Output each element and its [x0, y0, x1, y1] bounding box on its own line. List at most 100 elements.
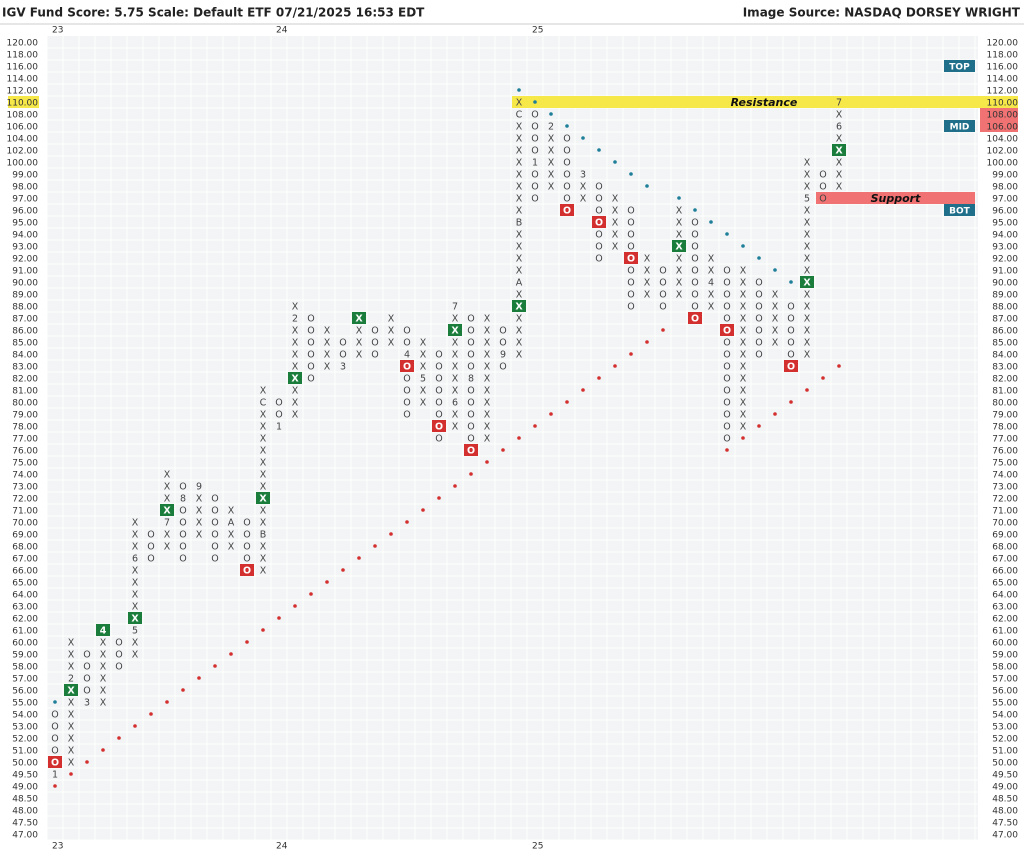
box: O: [179, 542, 186, 553]
y-tick-label: 80.00: [12, 399, 38, 409]
box: O: [723, 434, 730, 445]
box: X: [484, 422, 491, 433]
box: X: [836, 134, 843, 145]
y-tick-label: 100.00: [7, 159, 39, 169]
box: X: [324, 326, 331, 337]
box: X: [740, 362, 747, 373]
signal-text: 4: [100, 626, 107, 637]
signal-box: [64, 684, 78, 696]
y-tick-label: 60.00: [12, 639, 38, 649]
box: X: [164, 542, 171, 553]
y-tick-label: 73.00: [12, 483, 38, 493]
signal-text: O: [243, 566, 251, 577]
box: O: [755, 314, 762, 325]
box: O: [595, 242, 602, 253]
box: O: [467, 362, 474, 373]
trend-dot: [245, 640, 249, 644]
box: O: [243, 518, 250, 529]
trend-dot: [309, 592, 313, 596]
trend-dot: [437, 496, 441, 500]
box: X: [164, 470, 171, 481]
trend-dot: [277, 616, 281, 620]
box: X: [772, 326, 779, 337]
y-tick-label: 120.00: [7, 39, 39, 49]
box: O: [499, 362, 506, 373]
box: X: [356, 338, 363, 349]
box: X: [708, 302, 715, 313]
trend-dot: [117, 736, 121, 740]
y-tick-label: 78.00: [12, 423, 38, 433]
box: O: [307, 350, 314, 361]
box: O: [115, 662, 122, 673]
box: O: [723, 362, 730, 373]
month-marker: 3: [580, 170, 586, 181]
signal-box: [784, 360, 798, 372]
y-tick-label: 59.00: [992, 651, 1018, 661]
box: O: [787, 326, 794, 337]
y-tick-label: 74.00: [992, 471, 1018, 481]
box: O: [307, 374, 314, 385]
box: O: [723, 422, 730, 433]
box: O: [467, 338, 474, 349]
y-tick-label: 108.00: [987, 111, 1019, 121]
month-marker: 2: [292, 314, 298, 325]
signal-box: [592, 216, 606, 228]
trend-dot: [389, 532, 393, 536]
box: O: [115, 650, 122, 661]
box: X: [516, 134, 523, 145]
box: X: [484, 398, 491, 409]
box: O: [243, 554, 250, 565]
trend-dot: [213, 664, 217, 668]
box: X: [804, 230, 811, 241]
box: X: [516, 194, 523, 205]
box: X: [452, 374, 459, 385]
box: O: [595, 182, 602, 193]
y-tick-label: 56.00: [992, 687, 1018, 697]
box: O: [403, 398, 410, 409]
trend-dot: [837, 364, 841, 368]
box: X: [260, 386, 267, 397]
box: X: [292, 362, 299, 373]
y-tick-label: 106.00: [7, 123, 39, 133]
box: O: [51, 746, 58, 757]
y-tick-label: 110.00: [7, 99, 39, 109]
box: X: [132, 638, 139, 649]
trend-dot: [85, 760, 89, 764]
trend-dot: [741, 244, 745, 248]
box: X: [484, 314, 491, 325]
axis-highlight: [980, 108, 1018, 120]
month-marker: 1: [532, 158, 538, 169]
box: O: [339, 338, 346, 349]
y-tick-label: 70.00: [12, 519, 38, 529]
box: X: [68, 662, 75, 673]
y-tick-label: 100.00: [987, 159, 1019, 169]
box: O: [467, 386, 474, 397]
box: X: [740, 398, 747, 409]
box: X: [324, 338, 331, 349]
box: X: [388, 314, 395, 325]
box: X: [68, 710, 75, 721]
y-tick-label: 50.00: [992, 759, 1018, 769]
box: X: [516, 254, 523, 265]
y-tick-label: 91.00: [992, 267, 1018, 277]
box: O: [83, 662, 90, 673]
y-tick-label: 56.00: [12, 687, 38, 697]
y-tick-label: 64.00: [12, 591, 38, 601]
y-tick-label: 65.00: [992, 579, 1018, 589]
signal-box: [672, 240, 686, 252]
y-tick-label: 86.00: [12, 327, 38, 337]
box: O: [467, 398, 474, 409]
box: O: [723, 314, 730, 325]
box: O: [211, 554, 218, 565]
chart-title: IGV Fund Score: 5.75 Scale: Default ETF …: [2, 6, 425, 20]
box: O: [467, 326, 474, 337]
